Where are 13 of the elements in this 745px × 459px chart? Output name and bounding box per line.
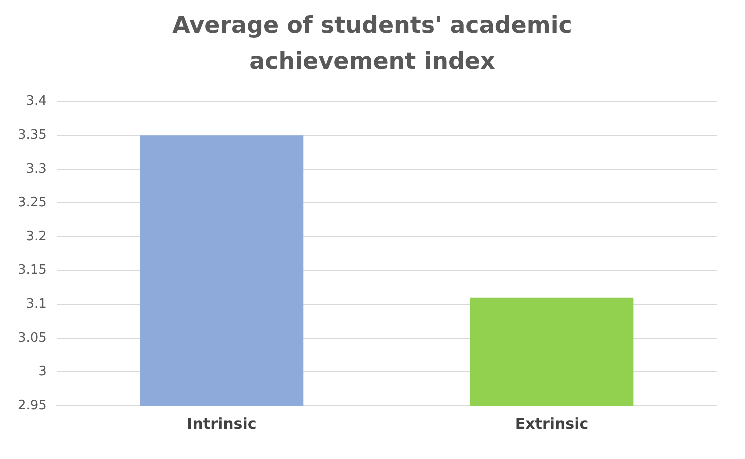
x-tick-label: Extrinsic: [515, 414, 589, 433]
y-tick-label: 3.2: [26, 229, 47, 244]
y-tick-label: 3.1: [26, 296, 47, 312]
y-tick-label: 3.3: [26, 162, 47, 177]
y-tick-label: 2.95: [18, 398, 47, 414]
chart-title: Average of students' academic achievement index: [172, 12, 574, 77]
y-tick-label: 3.35: [18, 128, 47, 143]
y-tick-label: 3: [38, 364, 47, 380]
y-tick-label: 3.15: [18, 263, 47, 278]
y-tick-label: 3.4: [26, 94, 47, 110]
y-tick-label: 3.25: [18, 196, 47, 211]
y-tick-label: 3.05: [18, 330, 47, 346]
x-tick-label: Intrinsic: [187, 414, 257, 433]
